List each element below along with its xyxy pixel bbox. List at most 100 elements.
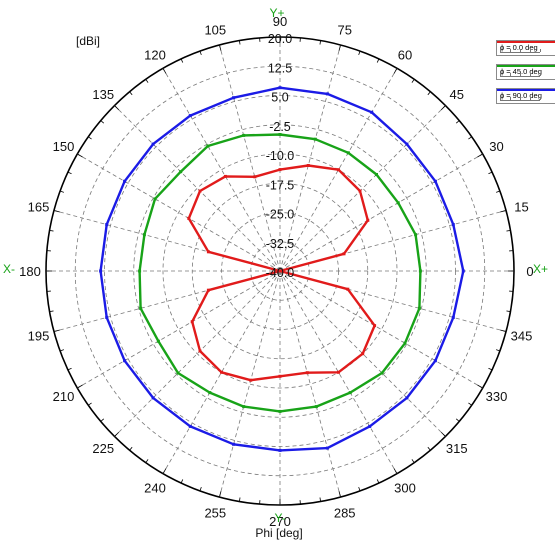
rim-tick [49,229,54,232]
series-point-0 [253,175,257,179]
legend-slider-tick [540,97,541,100]
grid-spoke [114,270,281,437]
series-point-2 [105,223,109,227]
rim-tick [477,153,483,158]
series-point-1 [417,306,421,310]
series-point-0 [220,370,223,374]
angle-tick-label: 75 [337,23,351,38]
legend-item[interactable]: ɸ = 90.0 deg [496,88,555,104]
series-point-2 [451,223,455,227]
legend-slider[interactable] [500,73,541,77]
grid-spoke [219,44,281,272]
series-point-0 [190,320,194,324]
rim-tick [114,431,120,437]
series-point-1 [403,341,407,345]
series-point-2 [123,179,127,183]
rim-tick [162,68,167,74]
rim-tick [67,367,72,371]
rim-tick [53,329,60,332]
rim-tick [338,44,341,51]
unit-label: [dBi] [76,34,100,48]
grid-spoke [279,270,398,474]
rim-tick [393,468,398,474]
series-point-2 [433,359,437,363]
rim-tick [468,136,472,140]
legend-swatch [497,89,555,91]
series-point-0 [198,349,202,353]
rim-tick [180,58,184,63]
angle-tick-label: 120 [144,47,166,62]
rim-tick [495,349,501,352]
angle-tick-label: 345 [511,329,533,344]
angle-tick-label: 90 [273,14,287,29]
legend-slider-tick [510,49,511,52]
angle-tick-label: 300 [394,481,416,496]
series-point-2 [232,96,236,100]
series-point-1 [375,173,378,176]
rim-tick [145,79,149,83]
radial-tick-label: 12.5 [268,61,292,75]
grid-spoke [114,105,281,272]
series-point-0 [223,174,227,178]
series-point-2 [105,315,109,319]
legend-label: ɸ = 90.0 deg [500,91,542,100]
series-point-1 [242,405,246,409]
rim-tick [440,431,446,437]
legend-slider-tick [530,49,531,52]
radial-tick-label: -17.5 [266,178,295,192]
series-point-1 [380,371,384,375]
rim-tick [477,384,483,389]
series-point-1 [138,269,142,273]
rim-tick [319,40,322,45]
angle-tick-label: 165 [28,199,50,214]
grid-spoke [77,270,281,389]
series-point-1 [346,151,350,155]
series-point-2 [405,142,409,146]
series-point-1 [418,269,422,273]
label-layer: 0 15 30 45 60 75 90 105 120 135 150 165 180 195 210 225… [19,14,533,529]
angle-tick-label: 225 [92,441,114,456]
angle-tick-label: 315 [446,441,468,456]
series-point-2 [278,448,282,452]
legend-item[interactable]: ɸ = 45.0 deg [496,64,555,80]
series-point-2 [433,179,437,183]
series-point-1 [153,197,157,201]
series-point-0 [278,168,282,172]
legend-slider-tick [500,97,501,100]
series-point-1 [314,405,318,409]
series-point-1 [242,133,246,137]
angle-tick-label: 285 [334,505,356,520]
rim-tick [162,468,167,474]
grid-spoke [279,270,341,498]
rim-tick [49,310,54,313]
legend-slider-tick [530,97,531,100]
rim-tick [468,402,472,406]
series-point-2 [370,110,374,114]
legend-slider[interactable] [500,49,541,53]
series-point-0 [305,371,309,375]
rim-tick [455,418,460,422]
series-point-2 [368,424,372,428]
angle-tick-label: 135 [92,87,114,102]
grid-spoke [279,270,446,437]
rim-tick [100,120,105,124]
series-point-1 [206,144,210,148]
legend-slider-tick [520,97,521,100]
series-point-1 [142,233,146,237]
series-point-2 [188,424,192,428]
rim-tick [53,210,60,213]
rim-tick [338,491,341,498]
series-point-1 [278,409,282,413]
legend-slider[interactable] [500,97,541,101]
rim-tick [114,105,120,111]
rim-tick [145,459,149,463]
radial-tick-label: -25.0 [266,208,295,222]
series-point-1 [414,233,418,237]
angle-tick-label: 45 [450,87,464,102]
angle-tick-label: 180 [19,264,41,279]
legend-item[interactable]: ɸ = 0.0 deg [496,40,555,56]
series-point-0 [187,216,191,220]
series-point-2 [151,396,155,400]
angle-tick-label: 330 [486,389,508,404]
angle-tick-label: 240 [144,481,166,496]
